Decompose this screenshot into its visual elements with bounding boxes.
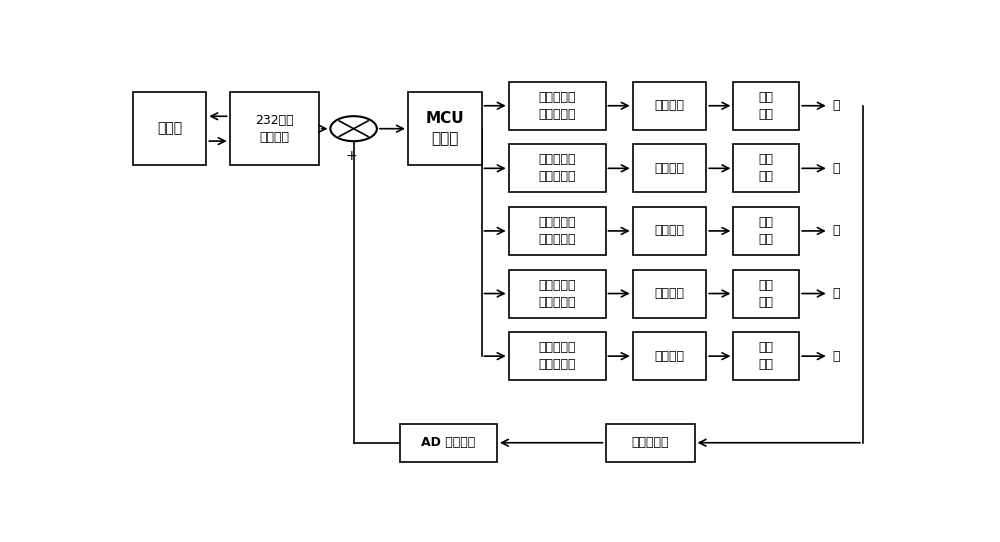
Bar	[733, 82, 799, 130]
Bar	[509, 269, 606, 318]
Bar	[733, 207, 799, 255]
Bar	[509, 207, 606, 255]
Bar	[733, 144, 799, 192]
Bar	[400, 424, 497, 462]
Bar	[633, 144, 706, 192]
Bar	[633, 269, 706, 318]
Text: 料: 料	[833, 350, 840, 363]
Text: 步进电机: 步进电机	[654, 350, 684, 363]
Bar	[606, 424, 695, 462]
Text: 料: 料	[833, 99, 840, 112]
Text: 232串行
通信接口: 232串行 通信接口	[255, 114, 294, 144]
Text: 步进电机: 步进电机	[654, 162, 684, 175]
Text: MCU
控制器: MCU 控制器	[425, 111, 464, 146]
Text: 步进电机: 步进电机	[654, 287, 684, 300]
Text: 送料
蜗杆: 送料 蜗杆	[759, 341, 774, 371]
Bar	[509, 144, 606, 192]
Text: 步进电机控
制驱动电路: 步进电机控 制驱动电路	[538, 216, 576, 246]
Bar	[633, 332, 706, 380]
Text: 步进电机控
制驱动电路: 步进电机控 制驱动电路	[538, 153, 576, 183]
Bar	[633, 82, 706, 130]
Bar	[509, 82, 606, 130]
Bar	[230, 92, 319, 165]
Text: AD 转换采样: AD 转换采样	[421, 436, 476, 449]
Text: 步进电机控
制驱动电路: 步进电机控 制驱动电路	[538, 279, 576, 308]
Text: 步进电机: 步进电机	[654, 224, 684, 237]
Bar	[733, 332, 799, 380]
Text: 上位机: 上位机	[157, 122, 182, 136]
Text: 送料
蜗杆: 送料 蜗杆	[759, 91, 774, 121]
Text: 步进电机控
制驱动电路: 步进电机控 制驱动电路	[538, 91, 576, 121]
Text: 送料
蜗杆: 送料 蜗杆	[759, 279, 774, 308]
Text: 称重传感器: 称重传感器	[631, 436, 669, 449]
Text: 料: 料	[833, 287, 840, 300]
Bar	[509, 332, 606, 380]
Text: 送料
蜗杆: 送料 蜗杆	[759, 216, 774, 246]
Text: 料: 料	[833, 162, 840, 175]
Text: 步进电机控
制驱动电路: 步进电机控 制驱动电路	[538, 341, 576, 371]
Text: 步进电机: 步进电机	[654, 99, 684, 112]
Text: 料: 料	[833, 224, 840, 237]
Bar	[133, 92, 206, 165]
Bar	[408, 92, 482, 165]
Text: 送料
蜗杆: 送料 蜗杆	[759, 153, 774, 183]
Text: +: +	[345, 149, 357, 163]
Bar	[733, 269, 799, 318]
Bar	[633, 207, 706, 255]
